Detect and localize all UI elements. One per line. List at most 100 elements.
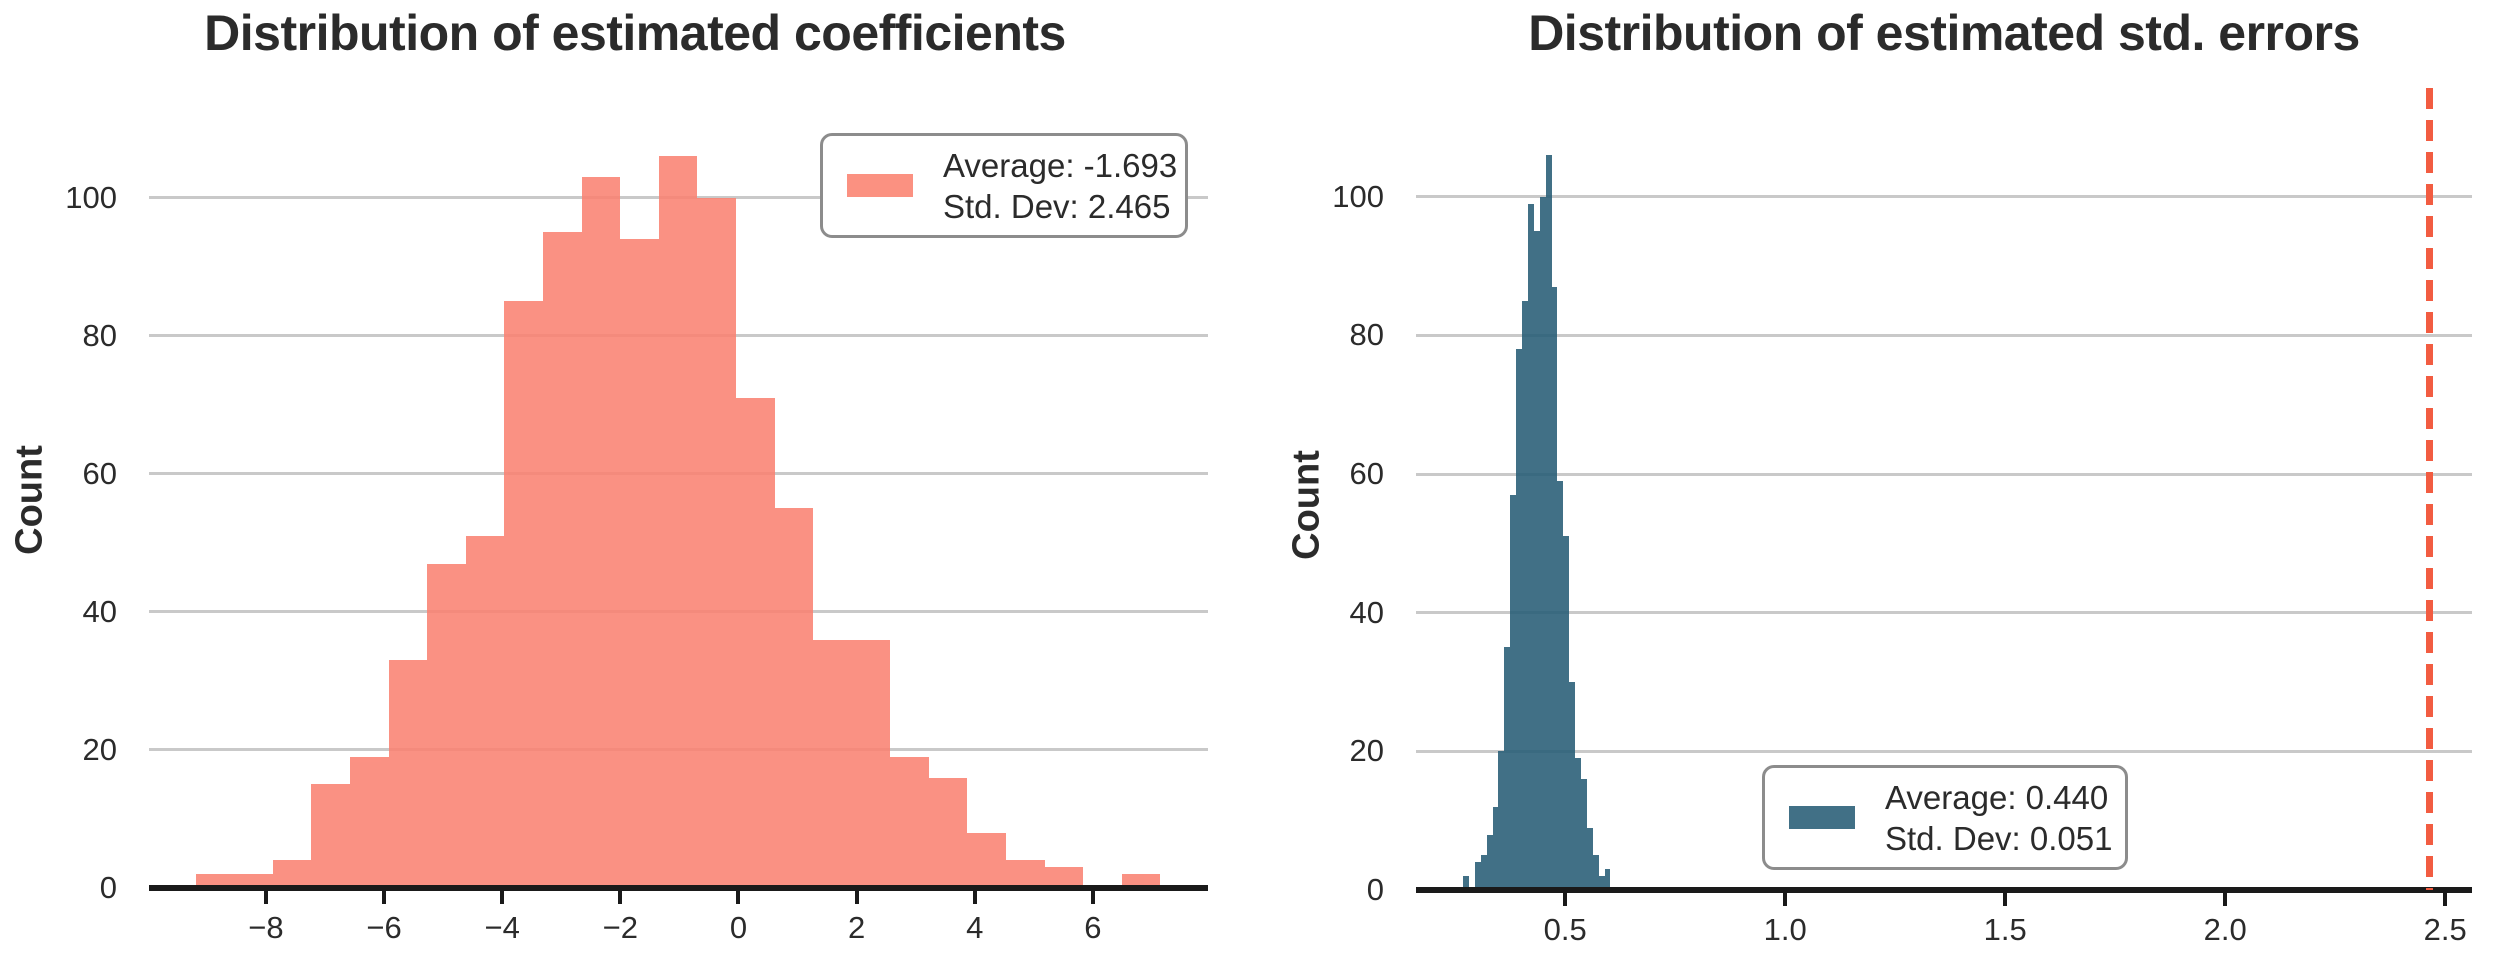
histogram-bar bbox=[697, 197, 736, 888]
x-tick-label: −4 bbox=[484, 910, 520, 945]
x-tick-mark bbox=[2223, 893, 2228, 906]
histogram-bar bbox=[1498, 751, 1505, 890]
x-tick-label: 4 bbox=[966, 910, 984, 945]
legend-text: Average: -1.693 Std. Dev: 2.465 bbox=[943, 145, 1177, 227]
legend: Average: -1.693 Std. Dev: 2.465 bbox=[820, 133, 1188, 238]
histogram-bar bbox=[1545, 155, 1552, 890]
x-tick-mark bbox=[2003, 893, 2008, 906]
legend-line-stddev: Std. Dev: 0.051 bbox=[1885, 819, 2113, 857]
histogram-bar bbox=[542, 232, 582, 888]
histogram-bar bbox=[1557, 481, 1564, 890]
x-tick-label: 2.0 bbox=[2203, 912, 2247, 947]
histogram-bar bbox=[774, 508, 814, 888]
gridline bbox=[1416, 611, 2472, 615]
legend-text: Average: 0.440 Std. Dev: 0.051 bbox=[1885, 777, 2112, 859]
histogram-bar bbox=[1522, 300, 1528, 890]
x-tick-mark bbox=[1090, 891, 1095, 904]
histogram-bar bbox=[1504, 647, 1511, 890]
histogram-bar bbox=[311, 784, 350, 888]
histogram-bar bbox=[735, 397, 775, 888]
gridline bbox=[1416, 749, 2472, 753]
histogram-bar bbox=[1563, 536, 1570, 890]
gridline bbox=[1416, 472, 2472, 476]
gridline bbox=[1416, 195, 2472, 199]
y-tick-label: 40 bbox=[82, 593, 117, 629]
histogram-bar bbox=[620, 239, 659, 888]
y-tick-label: 100 bbox=[1332, 178, 1384, 214]
x-tick-mark bbox=[972, 891, 977, 904]
legend-swatch bbox=[847, 174, 913, 197]
histogram-bar bbox=[1516, 349, 1523, 890]
x-tick-mark bbox=[263, 891, 268, 904]
histogram-bar bbox=[1486, 834, 1493, 890]
x-tick-mark bbox=[2443, 893, 2448, 906]
x-tick-mark bbox=[736, 891, 741, 904]
x-tick-mark bbox=[382, 891, 387, 904]
histogram-bar bbox=[1539, 196, 1546, 890]
y-tick-label: 100 bbox=[65, 179, 117, 215]
x-tick-label: 1.0 bbox=[1763, 912, 1807, 947]
x-tick-label: 0.5 bbox=[1543, 912, 1587, 947]
x-axis-line bbox=[1416, 887, 2472, 893]
x-tick-mark bbox=[854, 891, 859, 904]
histogram-bar bbox=[581, 177, 621, 888]
y-tick-label: 80 bbox=[1349, 317, 1384, 353]
x-tick-label: 2.5 bbox=[2423, 912, 2467, 947]
x-tick-mark bbox=[1563, 893, 1568, 906]
histogram-bar bbox=[272, 860, 312, 888]
x-tick-mark bbox=[618, 891, 623, 904]
x-tick-label: −8 bbox=[248, 910, 284, 945]
histogram-bar bbox=[234, 874, 273, 888]
histogram-bar bbox=[1480, 855, 1487, 890]
chart-title: Distribution of estimated std. errors bbox=[1528, 5, 2360, 61]
histogram-bar bbox=[851, 639, 891, 888]
histogram-bar bbox=[1581, 779, 1587, 890]
y-tick-label: 60 bbox=[82, 455, 117, 491]
histogram-bar bbox=[1121, 874, 1161, 888]
y-tick-label: 20 bbox=[82, 731, 117, 767]
histogram-bar bbox=[1474, 862, 1481, 890]
chart-title: Distribution of estimated coefficients bbox=[204, 5, 1066, 61]
y-tick-label: 0 bbox=[1366, 872, 1384, 907]
legend: Average: 0.440 Std. Dev: 0.051 bbox=[1762, 765, 2128, 870]
histogram-bar bbox=[1598, 876, 1605, 890]
x-tick-label: −6 bbox=[366, 910, 402, 945]
y-tick-label: 60 bbox=[1349, 456, 1384, 492]
histogram-bar bbox=[1569, 682, 1576, 890]
histogram-bar bbox=[195, 874, 235, 888]
histogram-bar bbox=[1510, 494, 1517, 890]
histogram-bar bbox=[1575, 758, 1581, 890]
x-tick-label: 1.5 bbox=[1983, 912, 2027, 947]
histogram-bar bbox=[1604, 869, 1611, 890]
histogram-bar bbox=[1586, 827, 1593, 890]
y-tick-label: 80 bbox=[82, 317, 117, 353]
x-tick-label: 6 bbox=[1084, 910, 1102, 945]
histogram-bar bbox=[967, 832, 1007, 888]
y-tick-label: 20 bbox=[1349, 733, 1384, 769]
x-axis-line bbox=[149, 885, 1208, 891]
histogram-bar bbox=[890, 756, 929, 888]
histogram-bar bbox=[1527, 203, 1534, 890]
histogram-bar bbox=[427, 563, 466, 888]
histogram-bar bbox=[465, 535, 505, 888]
legend-line-stddev: Std. Dev: 2.465 bbox=[943, 187, 1171, 225]
histogram-bar bbox=[1006, 860, 1045, 888]
x-tick-mark bbox=[1783, 893, 1788, 906]
histogram-bar bbox=[928, 777, 968, 888]
x-tick-label: 2 bbox=[847, 910, 866, 945]
legend-line-average: Average: -1.693 bbox=[943, 146, 1178, 184]
x-tick-mark bbox=[500, 891, 505, 904]
legend-swatch bbox=[1789, 806, 1855, 829]
histogram-bar bbox=[388, 660, 428, 888]
y-tick-label: 40 bbox=[1349, 594, 1384, 630]
legend-line-average: Average: 0.440 bbox=[1885, 778, 2109, 816]
y-tick-label: 0 bbox=[99, 870, 117, 905]
histogram-bar bbox=[813, 639, 852, 888]
histogram-bar bbox=[1533, 231, 1540, 890]
x-tick-label: 0 bbox=[729, 910, 748, 945]
histogram-bar bbox=[1492, 806, 1499, 890]
x-tick-label: −2 bbox=[602, 910, 638, 945]
